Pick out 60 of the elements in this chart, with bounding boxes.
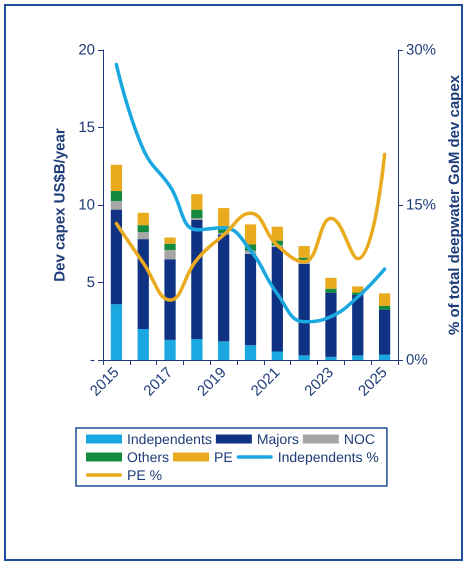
legend-label: Independents % bbox=[278, 449, 379, 465]
bar bbox=[272, 351, 283, 360]
bar bbox=[298, 264, 310, 356]
legend-label: PE % bbox=[127, 467, 162, 483]
bar bbox=[138, 239, 149, 329]
y-axis-title: Dev capex US$B/year bbox=[51, 128, 68, 282]
y-tick-label: 5 bbox=[86, 274, 95, 291]
bar bbox=[191, 220, 202, 340]
bar bbox=[110, 304, 122, 360]
y-tick-label: 10 bbox=[78, 196, 95, 214]
legend-label: Others bbox=[127, 449, 170, 465]
bar bbox=[325, 288, 337, 293]
y2-tick-label: 0% bbox=[406, 352, 428, 368]
bar bbox=[110, 191, 122, 202]
bar bbox=[298, 355, 310, 360]
y2-tick-label: 15% bbox=[406, 196, 436, 214]
bar bbox=[138, 329, 149, 360]
bar bbox=[191, 194, 202, 210]
bar bbox=[191, 210, 202, 218]
bar bbox=[325, 292, 337, 357]
line-series bbox=[114, 152, 386, 302]
legend-label: Majors bbox=[256, 431, 299, 447]
bar bbox=[218, 341, 230, 360]
legend-label: Independents bbox=[127, 431, 212, 447]
bar bbox=[325, 356, 337, 360]
bar bbox=[378, 354, 390, 360]
bar bbox=[138, 225, 149, 232]
bar bbox=[110, 210, 122, 304]
bar bbox=[138, 212, 149, 226]
bar bbox=[325, 278, 337, 289]
bar bbox=[272, 246, 283, 352]
bar bbox=[218, 234, 230, 342]
bar bbox=[164, 340, 176, 360]
bar bbox=[164, 250, 176, 260]
bar bbox=[191, 339, 202, 360]
bar bbox=[138, 232, 149, 240]
bar bbox=[378, 310, 390, 355]
y-tick-label: - bbox=[90, 352, 95, 368]
bar bbox=[378, 293, 390, 306]
y2-axis-title: % of total deepwater GoM dev capex bbox=[446, 74, 463, 336]
y2-tick-label: 30% bbox=[406, 42, 436, 58]
bar bbox=[244, 345, 256, 360]
bar bbox=[352, 286, 364, 293]
bar bbox=[272, 226, 283, 241]
legend-label: PE bbox=[214, 449, 233, 465]
line-series bbox=[114, 62, 386, 324]
bar bbox=[110, 201, 122, 210]
bar bbox=[164, 259, 176, 340]
y-tick-label: 15 bbox=[78, 119, 95, 136]
bar bbox=[244, 224, 256, 245]
bar bbox=[218, 208, 230, 227]
bar bbox=[164, 244, 176, 250]
bar bbox=[164, 238, 176, 244]
legend-label: NOC bbox=[344, 431, 375, 447]
y-tick-label: 20 bbox=[78, 42, 95, 58]
bar bbox=[110, 164, 122, 192]
bar bbox=[244, 254, 256, 346]
bar bbox=[298, 246, 310, 258]
bar bbox=[352, 294, 364, 356]
bar bbox=[352, 355, 364, 360]
